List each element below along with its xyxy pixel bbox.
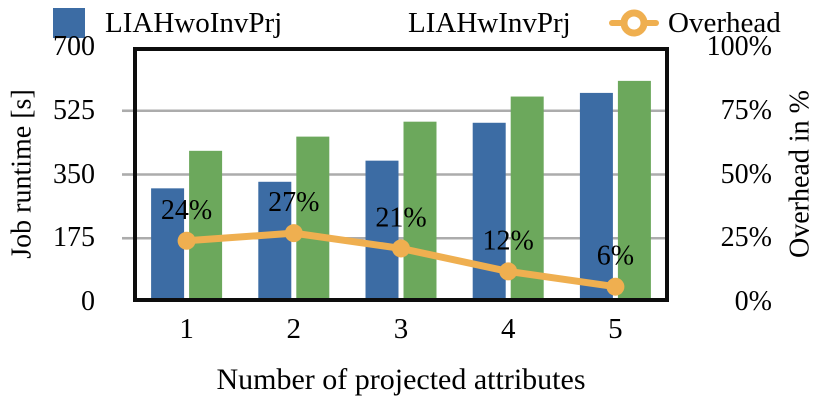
legend-swatch-liahwinvprj (360, 8, 391, 38)
overhead-point-label: 12% (483, 225, 534, 256)
x-axis-title: Number of projected attributes (216, 363, 586, 396)
y-tick-left-175: 175 (53, 222, 95, 254)
x-tick-3: 3 (393, 313, 409, 345)
bar-liahwinvprj-cat5 (617, 80, 651, 302)
y-tick-left-350: 350 (53, 158, 95, 190)
overhead-marker-cat1 (177, 231, 196, 250)
y-tick-left-525: 525 (53, 94, 95, 126)
overhead-point-label: 6% (597, 241, 634, 272)
legend-label-overhead: Overhead (668, 7, 781, 39)
legend-swatch-liahwoinvprj (53, 8, 85, 38)
bar-liahwoinvprj-cat1 (151, 188, 185, 302)
x-tick-1: 1 (179, 313, 194, 345)
bar-liahwoinvprj-cat2 (258, 181, 292, 302)
plot-frame (133, 47, 669, 302)
y-tick-right-75pct: 75% (720, 94, 772, 126)
bar-liahwinvprj-cat3 (403, 121, 437, 302)
y-tick-right-25pct: 25% (720, 222, 772, 254)
overhead-point-label: 24% (161, 195, 212, 226)
bar-liahwoinvprj-cat5 (579, 92, 613, 303)
y-tick-right-100pct: 100% (706, 31, 772, 62)
overhead-marker-cat2 (284, 224, 303, 243)
legend-label-liahwinvprj: LIAHwInvPrj (408, 7, 571, 39)
y-tick-right-50pct: 50% (720, 158, 772, 190)
overhead-point-label: 21% (375, 202, 426, 233)
overhead-marker-cat3 (392, 239, 410, 258)
y-tick-left-700: 700 (53, 31, 95, 62)
x-tick-5: 5 (608, 313, 623, 345)
y-axis-title-right: Overhead in % (784, 90, 816, 258)
y-tick-left-0: 0 (81, 286, 95, 317)
bar-liahwoinvprj-cat3 (365, 160, 399, 302)
x-tick-2: 2 (286, 313, 302, 345)
overhead-marker-cat5 (606, 277, 625, 296)
x-tick-4: 4 (500, 313, 516, 345)
overhead-point-label: 27% (268, 187, 319, 218)
legend: LIAHwoInvPrj LIAHwInvPrj Overhead (0, 0, 830, 42)
legend-line-marker-icon (609, 9, 659, 37)
chart-plot-area: 24% 27% 21% 12% 6% (122, 47, 669, 303)
overhead-marker-cat4 (499, 262, 518, 281)
legend-label-liahwoinvprj: LIAHwoInvPrj (105, 7, 283, 39)
bar-liahwinvprj-cat2 (296, 136, 330, 302)
bar-liahwinvprj-cat1 (189, 150, 223, 302)
y-tick-right-0pct: 0% (734, 286, 772, 317)
